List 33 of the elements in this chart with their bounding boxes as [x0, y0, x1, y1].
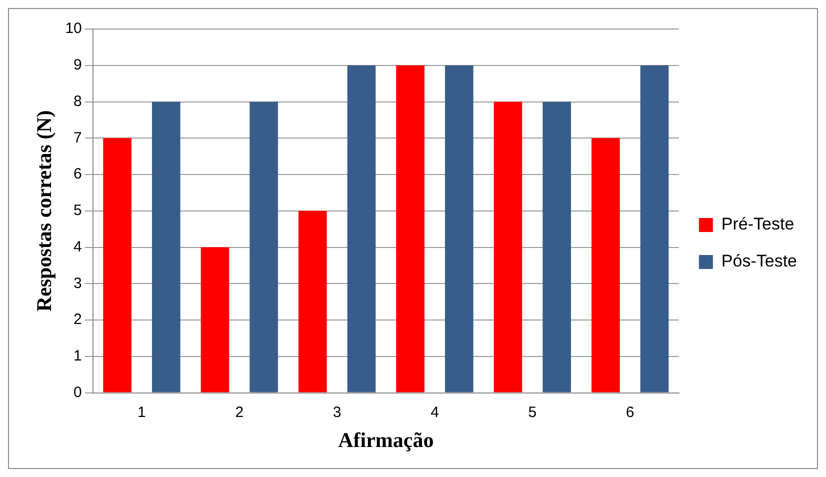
- bar: [591, 138, 620, 392]
- y-axis-title: Respostas corretas (N): [32, 110, 56, 312]
- y-tick-label: 3: [74, 274, 82, 292]
- legend-label: Pré-Teste: [721, 214, 794, 234]
- x-tick-label: 6: [626, 404, 634, 421]
- bar: [347, 65, 376, 392]
- bar: [200, 247, 230, 392]
- x-tick-label: 3: [332, 404, 342, 421]
- bar: [103, 138, 132, 392]
- legend-label: Pós-Teste: [721, 252, 798, 271]
- y-tick-label: 8: [74, 92, 82, 110]
- bar: [640, 65, 669, 392]
- y-tick-label: 2: [74, 311, 82, 328]
- bar: [444, 65, 474, 392]
- bar: [542, 102, 571, 392]
- y-tick-label: 7: [74, 129, 82, 146]
- y-tick-label: 9: [74, 56, 82, 74]
- bar: [494, 102, 522, 392]
- y-tick-label: 1: [74, 348, 82, 365]
- y-tick-label: 0: [74, 384, 82, 401]
- y-tick-label: 10: [65, 20, 82, 38]
- bar: [152, 102, 180, 392]
- x-axis-title: Afirmação: [338, 428, 434, 452]
- bar: [298, 210, 327, 392]
- y-tick-label: 4: [74, 238, 82, 256]
- x-tick-label: 2: [235, 404, 244, 421]
- y-tick-label: 6: [74, 166, 82, 183]
- y-tick-label: 5: [74, 202, 82, 220]
- bar: [250, 102, 278, 392]
- bar: [396, 65, 424, 392]
- x-tick-label: 5: [528, 404, 537, 421]
- x-tick-label: 4: [430, 404, 439, 421]
- x-tick-label: 1: [138, 404, 146, 421]
